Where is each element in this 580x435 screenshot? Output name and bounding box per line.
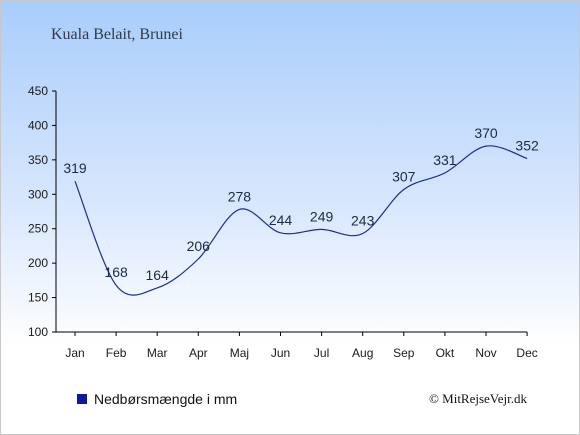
chart-title: Kuala Belait, Brunei	[51, 26, 184, 43]
data-label: 352	[515, 137, 539, 153]
data-label: 244	[269, 212, 293, 228]
data-label: 168	[104, 264, 128, 280]
y-tick-label: 250	[28, 222, 48, 236]
data-label: 278	[228, 188, 252, 204]
data-label: 319	[63, 160, 87, 176]
data-labels-group: 319 168 164 206 278 244 249 243 307 331 370 352	[63, 125, 539, 283]
data-label: 331	[433, 152, 457, 168]
series-line	[74, 145, 528, 296]
x-tick-label: Jan	[65, 346, 84, 360]
x-tick-label: Dec	[516, 346, 537, 360]
y-tick-label: 100	[28, 325, 48, 339]
x-tick-label: Jul	[314, 346, 329, 360]
legend-marker	[77, 394, 87, 404]
data-label: 206	[187, 238, 211, 254]
chart-axes: 100 150 200 250 300 350 400 450 Jan Feb Mar Apr Maj J…	[28, 84, 538, 360]
data-label: 164	[146, 267, 170, 283]
y-tick-label: 400	[28, 118, 48, 132]
x-tick-label: Nov	[475, 346, 496, 360]
x-tick-label: Maj	[230, 346, 249, 360]
x-tick-label: Okt	[436, 346, 455, 360]
credit-text: © MitRejseVejr.dk	[429, 391, 527, 406]
y-tick-label: 150	[28, 291, 48, 305]
data-label: 307	[392, 168, 416, 184]
x-tick-label: Feb	[106, 346, 127, 360]
data-label: 249	[310, 208, 334, 224]
y-tick-label: 450	[28, 84, 48, 98]
data-label: 243	[351, 213, 375, 229]
y-tick-label: 200	[28, 256, 48, 270]
x-tick-label: Aug	[352, 346, 373, 360]
x-tick-label: Mar	[147, 346, 168, 360]
x-tick-label: Apr	[189, 346, 208, 360]
x-tick-label: Sep	[393, 346, 415, 360]
y-tick-label: 350	[28, 153, 48, 167]
legend: Nedbørsmængde i mm	[77, 391, 237, 407]
legend-label: Nedbørsmængde i mm	[94, 391, 237, 407]
y-tick-label: 300	[28, 187, 48, 201]
series-group	[74, 145, 528, 296]
x-tick-label: Jun	[271, 346, 290, 360]
data-label: 370	[474, 125, 498, 141]
